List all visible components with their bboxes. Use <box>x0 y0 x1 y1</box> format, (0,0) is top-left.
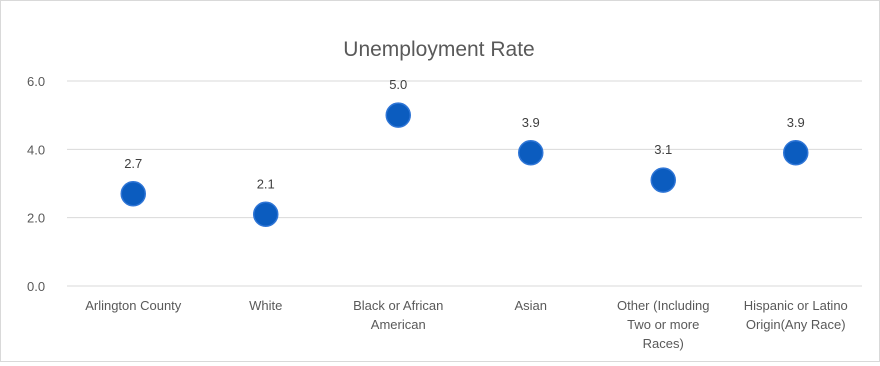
data-label: 3.9 <box>522 115 540 130</box>
data-point <box>650 167 676 193</box>
x-category-label: White <box>249 298 282 313</box>
data-label: 5.0 <box>389 77 407 92</box>
y-axis-ticks: 0.0 2.0 4.0 6.0 <box>27 74 45 294</box>
y-tick-label: 6.0 <box>27 74 45 89</box>
data-label: 2.7 <box>124 156 142 171</box>
chart-title: Unemployment Rate <box>343 38 534 61</box>
y-tick-label: 2.0 <box>27 211 45 226</box>
data-points <box>120 102 809 227</box>
x-category-label: Other (Including Two or more Races) <box>617 298 710 351</box>
grid-lines <box>67 80 862 287</box>
x-category-label: Arlington County <box>85 298 182 313</box>
x-category-label: Hispanic or Latino Origin(Any Race) <box>744 298 848 332</box>
x-category-label: Asian <box>514 298 547 313</box>
data-label: 3.9 <box>787 115 805 130</box>
data-point <box>385 102 411 128</box>
x-category-label-line: American <box>371 317 426 332</box>
data-point <box>253 201 279 227</box>
data-point <box>120 181 146 207</box>
y-tick-label: 0.0 <box>27 279 45 294</box>
data-label: 2.1 <box>257 176 275 191</box>
x-category-label-line: Origin(Any Race) <box>746 317 846 332</box>
data-point <box>518 140 544 166</box>
x-category-label-line: Races) <box>643 336 684 351</box>
x-category-label-line: Other (Including <box>617 298 710 313</box>
data-point <box>783 140 809 166</box>
x-category-label-line: Asian <box>514 298 547 313</box>
x-category-label-line: Hispanic or Latino <box>744 298 848 313</box>
x-axis-categories: Arlington County White Black or African Ame… <box>85 298 848 351</box>
x-category-label-line: Black or African <box>353 298 443 313</box>
x-category-label: Black or African American <box>353 298 443 332</box>
y-tick-label: 4.0 <box>27 142 45 157</box>
x-category-label-line: Arlington County <box>85 298 182 313</box>
data-label: 3.1 <box>654 142 672 157</box>
x-category-label-line: Two or more <box>627 317 699 332</box>
x-category-label-line: White <box>249 298 282 313</box>
data-labels: 2.7 2.1 5.0 3.9 3.1 3.9 <box>124 77 805 191</box>
